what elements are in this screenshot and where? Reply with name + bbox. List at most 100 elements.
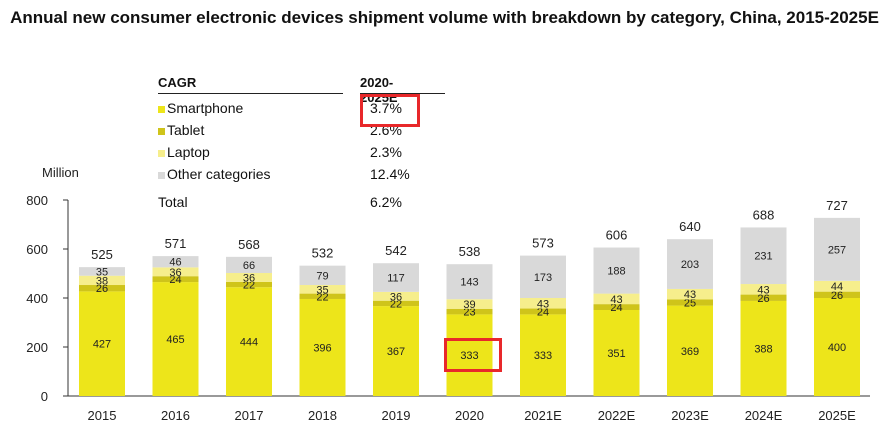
bar-segment-smartphone [593,310,640,396]
bar-segment-smartphone [446,314,493,396]
bar-segment-laptop [226,273,272,282]
data-label-other: 117 [387,273,405,285]
y-tick-label: 400 [26,291,48,306]
legend-cagr-value: 3.7% [370,100,402,116]
bar-segment-other [226,256,272,274]
data-label-other: 79 [316,270,328,282]
total-label: 568 [238,237,260,252]
legend-header-rule [158,93,343,94]
x-axis-ticks: 2015 2016 2017 2018 2019 2020 2021E 2022E 2023E 2… [88,408,857,423]
data-label-other: 257 [828,244,846,256]
data-label-other: 66 [243,260,255,272]
bar-segment-tablet [740,294,787,301]
bar-segment-laptop [446,299,493,309]
legend-row-total: Total 6.2% [150,193,420,213]
legend-swatch-other [158,172,165,179]
y-tick-label: 200 [26,340,48,355]
legend-label: Total [158,194,188,210]
data-label-tablet: 23 [463,307,475,319]
bar-segment-other [152,256,199,268]
bar-segment-smartphone [152,282,199,396]
data-label-tablet: 24 [169,274,181,286]
data-label-smartphone: 444 [240,337,258,349]
bar-segment-other [593,247,640,294]
total-label: 606 [606,228,628,243]
bar-segment-laptop [667,288,713,300]
data-label-tablet: 24 [537,306,549,318]
y-tick-label: 0 [41,389,48,404]
bar-segment-smartphone [667,305,713,396]
bar-segment-tablet [667,299,713,306]
data-label-smartphone: 333 [460,350,478,362]
data-label-other: 35 [96,266,108,278]
total-label: 538 [459,244,481,259]
bar-segment-laptop [373,291,419,301]
legend-swatch-tablet [158,128,165,135]
bar-segment-tablet [152,276,199,283]
x-tick-label: 2015 [88,408,117,423]
legend-cagr-value: 12.4% [370,166,410,182]
chart-title: Annual new consumer electronic devices s… [10,8,879,27]
x-tick-label: 2019 [382,408,411,423]
bars-group: 4272638355254652436465714442236665683962… [79,198,860,396]
bar-segment-tablet [446,308,493,315]
total-label: 727 [826,198,848,213]
data-label-tablet: 26 [831,290,843,302]
y-tick-label: 800 [26,193,48,208]
data-label-smartphone: 369 [681,346,699,358]
total-label: 573 [532,236,554,251]
total-label: 525 [91,247,113,262]
data-label-laptop: 36 [169,267,181,279]
data-label-laptop: 38 [96,275,108,287]
bar-segment-smartphone [226,287,272,396]
legend-cagr-value: 6.2% [370,194,402,210]
legend-swatch-laptop [158,150,165,157]
bar-segment-laptop [593,293,640,305]
data-label-other: 188 [607,266,625,278]
bar-segment-laptop [740,284,787,295]
data-label-laptop: 43 [684,289,696,301]
data-label-smartphone: 367 [387,346,405,358]
x-tick-label: 2017 [235,408,264,423]
legend-cagr-value: 2.3% [370,144,402,160]
legend-label: Smartphone [167,100,244,116]
y-axis-ticks: 0 200 400 600 800 [26,193,68,404]
data-label-tablet: 22 [243,280,255,292]
x-tick-label: 2024E [745,408,783,423]
data-label-smartphone: 427 [93,339,111,351]
bar-segment-smartphone [740,300,787,396]
bar-segment-other [520,255,566,298]
data-label-laptop: 36 [243,272,255,284]
bar-segment-laptop [79,275,125,286]
bar-segment-tablet [814,291,860,298]
x-tick-label: 2018 [308,408,337,423]
data-label-laptop: 43 [537,298,549,310]
data-label-other: 143 [460,277,478,289]
legend-label: Laptop [167,144,210,160]
x-tick-label: 2023E [671,408,709,423]
data-label-smartphone: 388 [754,343,772,355]
total-label: 640 [679,219,701,234]
bar-segment-laptop [299,285,346,294]
bar-segment-tablet [520,308,566,315]
bar-segment-other [814,217,860,281]
x-tick-label: 2016 [161,408,190,423]
bar-segment-other [740,227,787,285]
data-label-laptop: 43 [610,294,622,306]
bar-segment-tablet [593,304,640,311]
data-label-other: 46 [169,257,181,269]
legend-label: Tablet [167,122,205,138]
data-label-tablet: 22 [390,298,402,310]
bar-segment-tablet [226,281,272,288]
bar-segment-tablet [373,300,419,307]
x-tick-label: 2020 [455,408,484,423]
data-label-smartphone: 396 [313,342,331,354]
bar-segment-smartphone [814,298,860,396]
bar-segment-smartphone [79,291,125,396]
data-label-smartphone: 400 [828,342,846,354]
data-label-smartphone: 465 [166,334,184,346]
x-tick-label: 2021E [524,408,562,423]
data-label-tablet: 24 [610,302,622,314]
data-label-laptop: 44 [831,281,843,293]
bar-segment-smartphone [299,298,346,396]
